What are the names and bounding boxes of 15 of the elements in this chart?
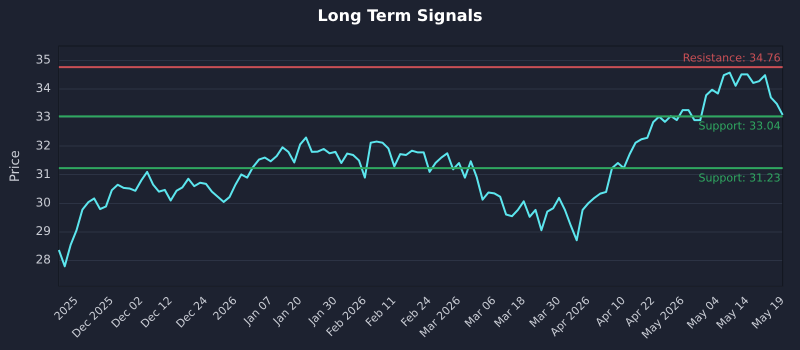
y-tick-label: 34 — [36, 81, 51, 96]
y-tick-label: 30 — [36, 195, 51, 210]
ref-line-label: Support: 33.04 — [698, 120, 781, 133]
y-axis-title: Price — [8, 150, 24, 182]
y-tick-label: 28 — [36, 252, 51, 267]
y-tick-label: 29 — [36, 224, 51, 238]
x-tick-label: Jan 20 — [270, 294, 304, 328]
ref-line-label: Support: 31.23 — [698, 172, 781, 185]
chart-title: Long Term Signals — [316, 6, 484, 25]
y-tick-label: 32 — [36, 138, 51, 152]
y-tick-label: 35 — [36, 52, 51, 66]
x-tick-label: Dec 24 — [174, 294, 210, 331]
y-tick-label: 31 — [36, 166, 51, 181]
ref-line-label: Resistance: 34.76 — [682, 52, 781, 65]
y-tick-label: 33 — [36, 110, 51, 124]
